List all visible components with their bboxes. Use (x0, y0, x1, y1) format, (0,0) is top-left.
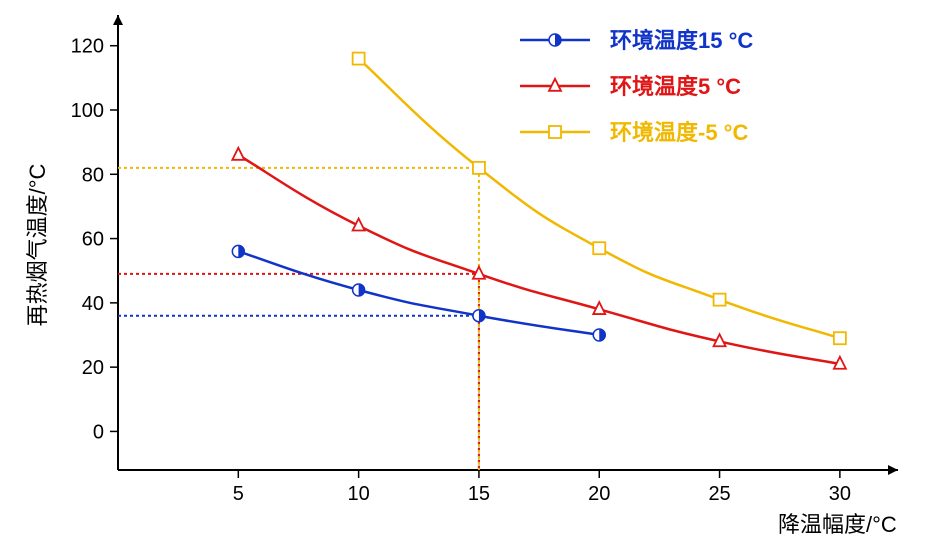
series-s2 (238, 155, 840, 364)
marker-s3 (834, 332, 846, 344)
y-tick-label: 100 (71, 100, 104, 122)
x-tick-label: 20 (588, 483, 610, 505)
marker-s3 (353, 53, 365, 65)
legend-label-s1: 环境温度15 °C (610, 28, 753, 53)
marker-s3 (593, 242, 605, 254)
legend-label-s2: 环境温度5 °C (610, 74, 741, 99)
y-tick-label: 0 (93, 421, 104, 443)
x-tick-label: 10 (348, 483, 370, 505)
line-chart: 5 10 15 20 25 30 0 20 40 60 80 100 120 降温幅度/°C 再热烟气温度/… (0, 0, 941, 552)
marker-s2 (232, 148, 244, 160)
marker-s1 (353, 284, 365, 296)
y-tick-label: 120 (71, 36, 104, 58)
x-tick-label: 30 (829, 483, 851, 505)
x-tick-label: 15 (468, 483, 490, 505)
x-tick-label: 5 (233, 483, 244, 505)
y-tick-label: 20 (82, 357, 104, 379)
marker-s3 (473, 162, 485, 174)
y-tick-label: 80 (82, 164, 104, 186)
chart-container: 5 10 15 20 25 30 0 20 40 60 80 100 120 降温幅度/°C 再热烟气温度/… (0, 0, 941, 552)
marker-s3 (714, 294, 726, 306)
y-tick-label: 60 (82, 229, 104, 251)
series-s1 (238, 251, 599, 335)
marker-s1 (232, 245, 244, 257)
x-axis-title: 降温幅度/°C (778, 512, 897, 537)
y-axis-title: 再热烟气温度/°C (25, 163, 50, 326)
legend-label-s3: 环境温度-5 °C (610, 120, 748, 145)
marker-s1 (473, 310, 485, 322)
marker-s1 (593, 329, 605, 341)
x-tick-label: 25 (708, 483, 730, 505)
series-s3 (359, 59, 840, 339)
y-tick-label: 40 (82, 293, 104, 315)
